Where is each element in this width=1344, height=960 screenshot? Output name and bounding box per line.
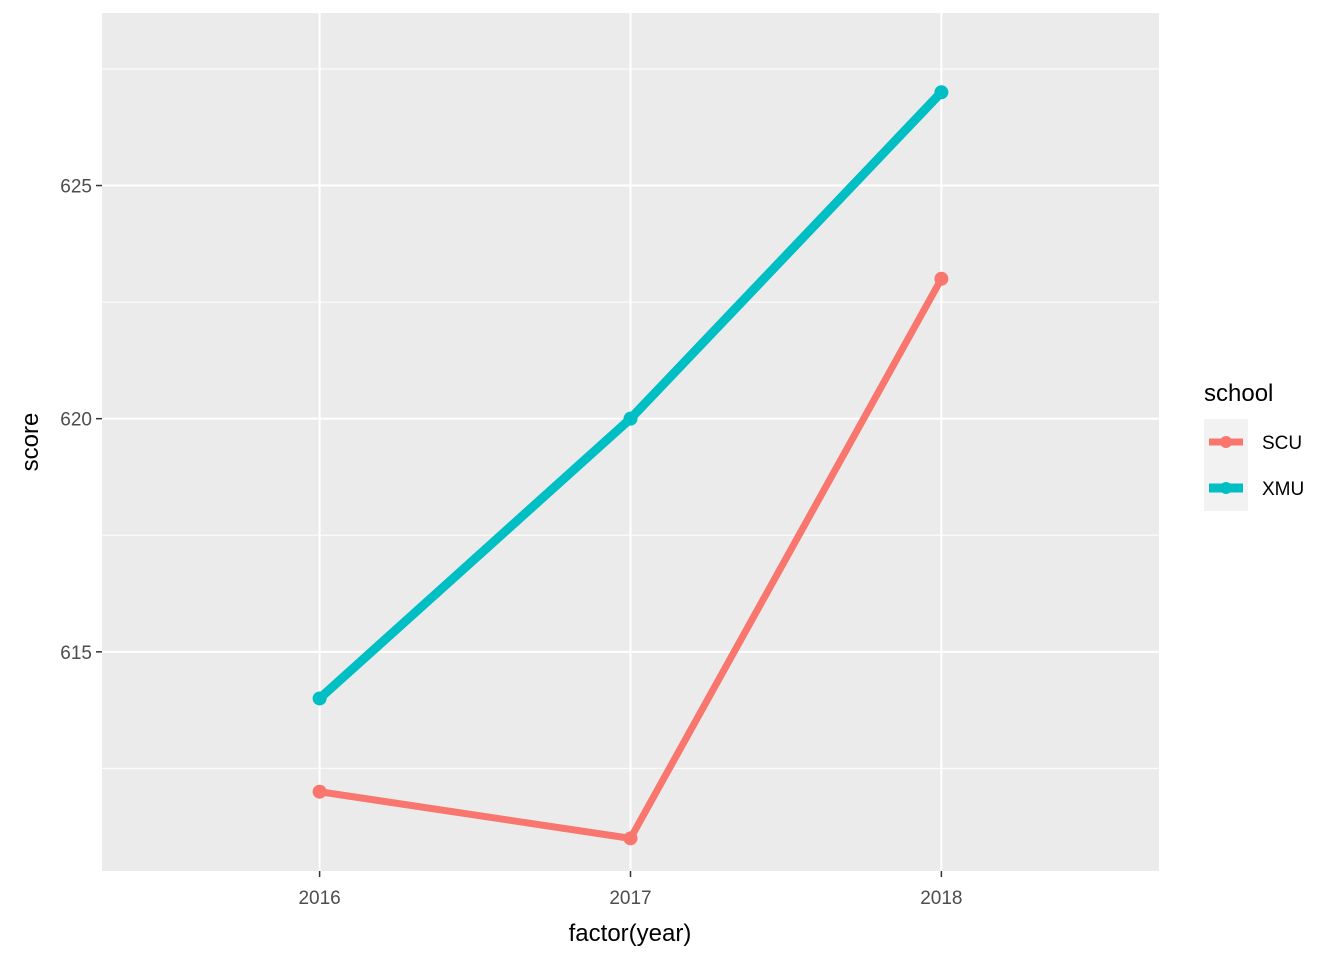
data-point [312,784,327,799]
x-tick-label: 2018 [920,888,962,909]
y-axis: 615 620 625 [60,177,102,664]
legend-key-point [1220,436,1232,448]
series-layer [312,85,949,846]
series-xmu [312,85,949,706]
series-scu [312,271,949,846]
legend-title: school [1204,380,1273,407]
data-point [934,85,949,100]
x-tick-label: 2017 [609,888,651,909]
data-point [623,411,638,426]
legend-label: SCU [1262,433,1302,454]
y-tick-label: 620 [60,410,92,431]
y-tick-label: 615 [60,643,92,664]
x-tick-label: 2016 [298,888,340,909]
legend: school SCU XMU [1204,380,1304,511]
legend-item: XMU [1204,465,1304,511]
data-point [934,271,949,286]
x-axis-title: factor(year) [569,920,692,947]
data-point [623,831,638,846]
data-point [312,691,327,706]
y-tick-label: 625 [60,177,92,198]
y-axis-title: score [17,413,44,472]
legend-item: SCU [1204,419,1302,465]
x-axis: 2016 2017 2018 [298,871,963,909]
legend-items: SCU XMU [1204,419,1304,511]
legend-label: XMU [1262,479,1304,500]
legend-key-point [1220,482,1232,494]
